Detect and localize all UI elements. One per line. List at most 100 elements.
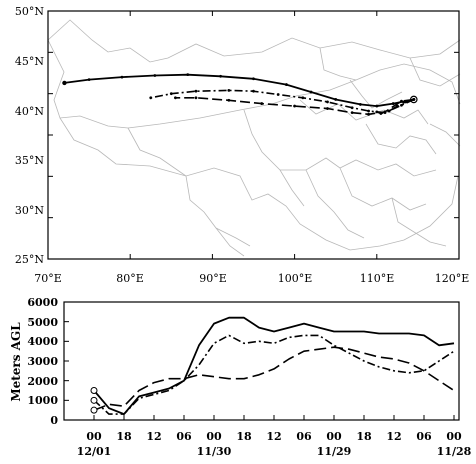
trajectory-point (293, 104, 296, 108)
lat-label: 40°N (15, 105, 44, 118)
hour-label: 00 (206, 430, 222, 443)
ytick-label: 3000 (27, 355, 58, 368)
trajectory-point (387, 109, 391, 113)
trajectory-point (326, 100, 329, 104)
hour-label: 06 (176, 430, 192, 443)
ytick-label: 6000 (27, 296, 58, 309)
trajectory-point (284, 83, 288, 86)
y-axis-label: Meters AGL (9, 322, 23, 402)
trajectory-solid (64, 73, 414, 108)
lon-label: 70°E (34, 272, 62, 285)
trajectory-point (367, 109, 370, 113)
trajectory-long-dash (376, 98, 415, 115)
lon-label: 90°E (199, 272, 227, 285)
lon-labels: 70°E 80°E 90°E 100°E 110°E 120°E (34, 272, 469, 285)
hour-label: 00 (86, 430, 102, 443)
ytick-label: 4000 (27, 335, 58, 348)
trajectory-point (375, 110, 379, 114)
trajectory-point (391, 102, 395, 105)
trajectory-point (383, 110, 387, 114)
hour-label: 12 (146, 430, 161, 443)
trajectory-point (252, 89, 255, 93)
hour-label: 00 (446, 430, 462, 443)
ytick-label: 2000 (27, 375, 58, 388)
trajectory-point (358, 103, 362, 106)
trajectory-point (404, 100, 407, 104)
trajectory-point (186, 73, 190, 77)
trajectory-point (326, 107, 329, 110)
trajectory-point (194, 89, 198, 93)
lon-label: 110°E (360, 272, 395, 285)
height-series-long-dash (93, 346, 455, 411)
height-series-solid (93, 316, 455, 416)
trajectory-point (174, 96, 177, 100)
ytick-label: 5000 (27, 316, 58, 329)
trajectory-point (169, 92, 173, 96)
hour-label: 18 (356, 430, 372, 443)
lat-label: 30°N (15, 204, 44, 217)
trajectory-group (62, 73, 418, 116)
height-series-dash-dot (93, 334, 455, 415)
trajectory-point (87, 78, 91, 82)
date-label: 11/28 (437, 445, 472, 458)
ytick-labels: 0 1000 2000 3000 4000 5000 6000 (27, 296, 58, 427)
lon-label: 100°E (278, 272, 313, 285)
lon-label: 120°E (435, 272, 470, 285)
height-series-group (90, 316, 455, 416)
trajectory-point (120, 75, 124, 79)
trajectory-point (400, 99, 403, 103)
trajectory-point (194, 96, 198, 100)
start-height-marker (90, 406, 98, 414)
trajectory-point (334, 98, 338, 101)
hour-label: 12 (266, 430, 281, 443)
lon-label: 80°E (116, 272, 144, 285)
ytick-label: 1000 (27, 394, 58, 407)
map-ticks (47, 10, 460, 260)
date-label: 11/30 (197, 445, 232, 458)
trajectory-point (367, 112, 370, 116)
trajectory-point (227, 88, 231, 92)
lat-label: 35°N (15, 154, 44, 167)
hour-label: 18 (116, 430, 132, 443)
trajectory-point (379, 112, 383, 115)
trajectory-point (219, 74, 223, 78)
start-height-marker (90, 387, 98, 394)
trajectory-point (350, 111, 354, 115)
ytick-label: 0 (50, 414, 58, 427)
trajectory-point (227, 98, 231, 102)
start-height-marker (90, 396, 98, 404)
map-frame (47, 10, 460, 260)
source-marker (409, 95, 418, 104)
trajectory-point (412, 98, 416, 101)
hour-labels: 00 18 12 06 00 18 12 06 00 18 12 06 00 (86, 430, 462, 443)
trajectory-point (400, 103, 403, 107)
trajectory-dash-dot (150, 89, 415, 114)
lat-label: 45°N (15, 55, 44, 68)
date-labels: 12/01 11/30 11/29 11/28 (77, 445, 472, 458)
trajectory-point (350, 106, 354, 110)
map-borders (47, 19, 461, 257)
lat-label: 25°N (15, 253, 44, 266)
date-label: 11/29 (317, 445, 352, 458)
map-panel: 50°N 45°N 40°N 35°N 30°N 25°N 70°E 80°E … (15, 5, 469, 285)
start-marker (62, 80, 67, 86)
lat-labels: 50°N 45°N 40°N 35°N 30°N 25°N (15, 5, 44, 266)
trajectory-point (309, 90, 313, 94)
trajectory-point (149, 96, 153, 100)
trajectory-point (252, 77, 255, 81)
height-panel: Meters AGL 0 1000 2000 3000 4000 5000 60… (9, 296, 472, 458)
date-label: 12/01 (77, 445, 112, 458)
hour-label: 06 (296, 430, 312, 443)
height-ticks (64, 301, 455, 421)
trajectory-point (375, 104, 379, 108)
trajectory-point (301, 96, 305, 100)
hour-label: 12 (386, 430, 401, 443)
hour-label: 00 (326, 430, 342, 443)
trajectory-point (395, 104, 399, 108)
lat-label: 50°N (15, 5, 44, 18)
trajectory-point (153, 74, 157, 77)
hour-label: 18 (236, 430, 252, 443)
trajectory-point (276, 93, 280, 96)
trajectory-point (260, 102, 264, 105)
